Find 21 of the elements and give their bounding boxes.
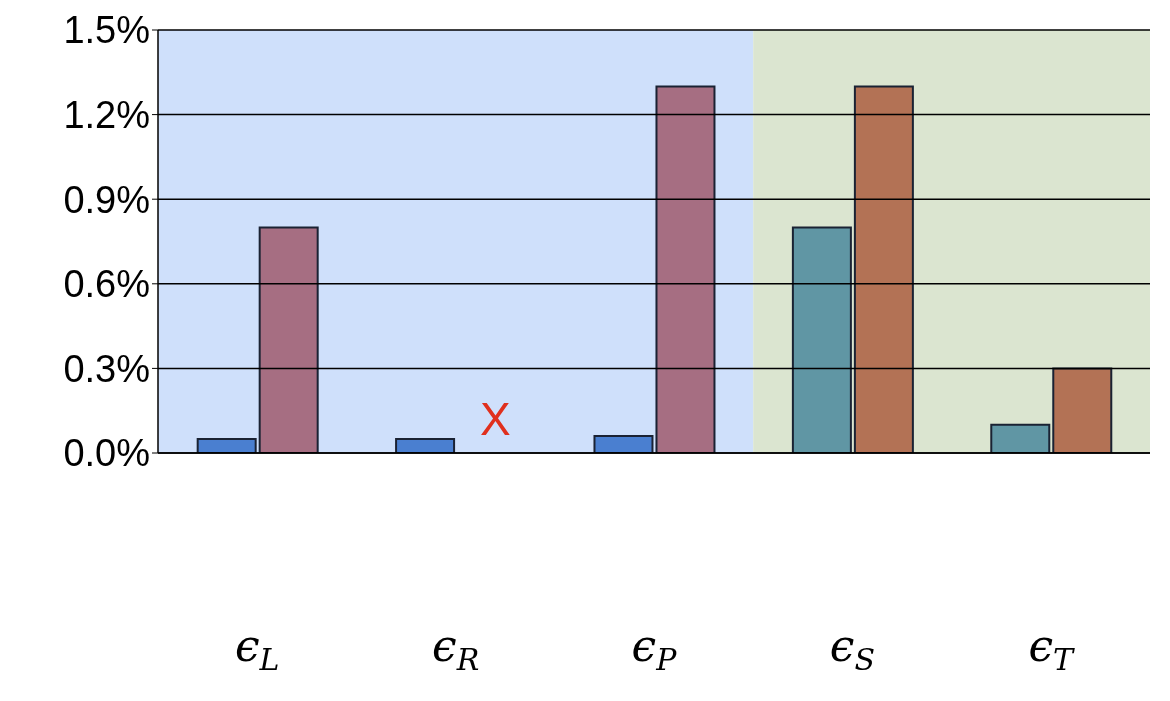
x-tick-label: ϵ$_{S}$: [829, 620, 876, 677]
bar: [655, 85, 716, 453]
bar: [196, 437, 257, 453]
y-tick-label: 1.2%: [63, 94, 150, 137]
x-tick-label: ϵ$_{R}$: [431, 620, 480, 677]
bar: [853, 85, 914, 453]
y-tick-label: 0.6%: [63, 263, 150, 306]
annotation: X: [480, 393, 511, 445]
y-tick-label: 0.0%: [63, 432, 150, 475]
y-tick-label: 0.3%: [63, 347, 150, 390]
y-tick-label: 1.5%: [63, 9, 150, 52]
bar: [593, 435, 654, 453]
y-tick-label: 0.9%: [63, 178, 150, 221]
x-tick-label: ϵ$_{P}$: [631, 620, 678, 677]
bar: [990, 423, 1051, 453]
bar: [395, 437, 456, 453]
bar: [1052, 367, 1113, 453]
x-tick-label: ϵ$_{L}$: [234, 620, 280, 677]
bar: [258, 226, 319, 453]
x-tick-label: ϵ$_{T}$: [1028, 620, 1076, 677]
bar: [791, 226, 852, 453]
